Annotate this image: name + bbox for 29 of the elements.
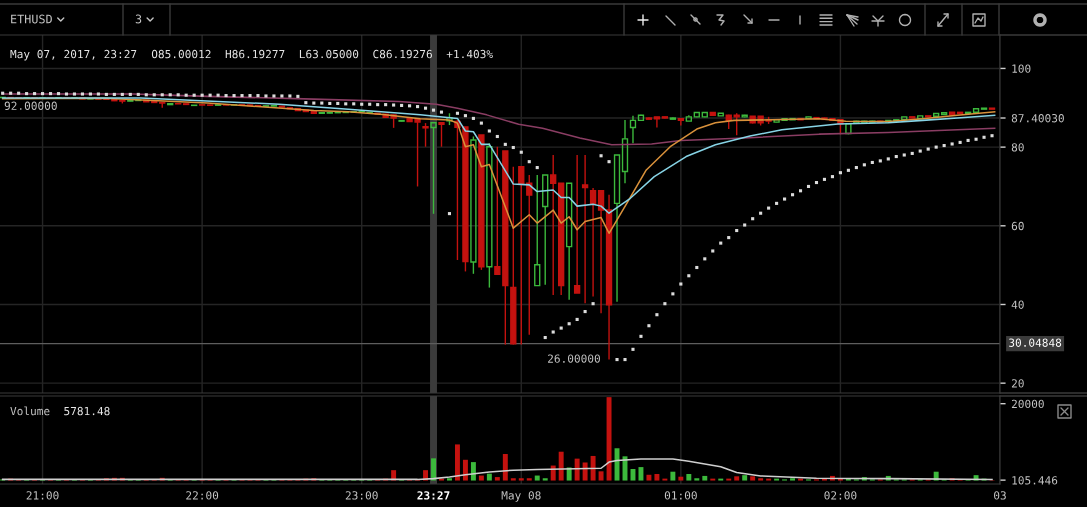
annotation: 26.00000	[548, 354, 600, 363]
y-tick-label: 20000	[1011, 399, 1044, 409]
x-tick-label: 23:00	[345, 491, 378, 500]
y-tick-label: 20	[1011, 379, 1024, 388]
annotation: 5781.48	[64, 406, 110, 416]
annotation: +1.403%	[446, 49, 493, 59]
annotation: H86.19277	[225, 49, 285, 59]
x-tick-label: 21:00	[26, 491, 59, 500]
ref-line-label: 23:27	[417, 491, 450, 500]
annotation: O85.00012	[151, 49, 211, 59]
x-tick-label: 01:00	[664, 491, 697, 500]
y-tick-label: 40	[1011, 300, 1024, 309]
y-tick-label: 80	[1011, 143, 1024, 152]
annotation: 92.00000	[4, 101, 57, 110]
x-tick-label: 02:00	[824, 491, 857, 500]
x-tick-label: 22:00	[186, 491, 219, 500]
y-tick-label: 60	[1011, 221, 1024, 231]
ref-line-label: 30.04848	[1009, 338, 1062, 347]
x-tick-label: 03	[994, 491, 1006, 500]
annotation: L63.05000	[299, 49, 359, 59]
text: Volume	[10, 406, 50, 416]
chart-subtitle: 3	[135, 14, 142, 24]
annotation: C86.19276	[373, 49, 432, 59]
x-tick-label: May 08	[501, 491, 541, 502]
y-tick-label: 100	[1012, 64, 1031, 73]
y-tick-label: 87.40030	[1011, 114, 1064, 123]
chart-title: ETHUSD	[11, 14, 52, 24]
annotation: May 07, 2017, 23:27	[10, 49, 137, 61]
y-tick-label: 105.446	[1012, 476, 1058, 485]
